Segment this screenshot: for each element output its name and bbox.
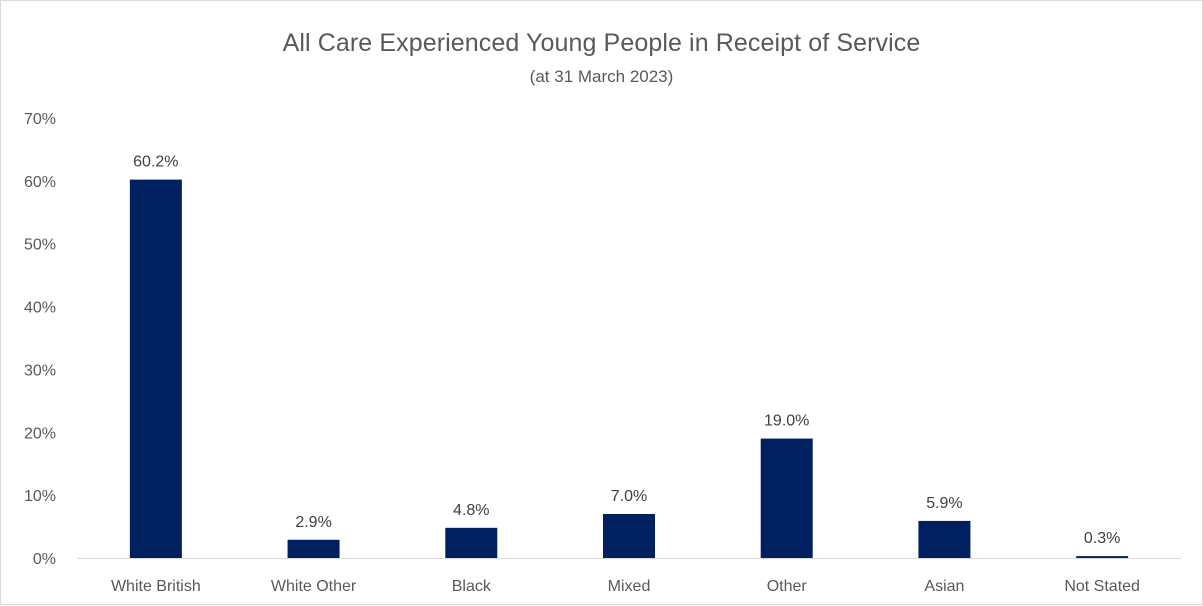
bar	[287, 539, 340, 558]
x-tick-label: Mixed	[608, 578, 651, 595]
x-axis: White British White Other Black Mixed Other A…	[111, 578, 1140, 595]
bar	[129, 179, 182, 558]
data-label: 19.0%	[764, 413, 809, 430]
x-tick-label: Black	[452, 578, 492, 595]
data-labels: 60.2% 2.9% 4.8% 7.0% 19.0% 5.9% 0.3%	[133, 154, 1120, 548]
x-tick-label: Asian	[924, 578, 964, 595]
data-label: 5.9%	[926, 495, 962, 512]
y-tick-label: 10%	[24, 488, 56, 505]
x-tick-label: Not Stated	[1064, 578, 1140, 595]
y-tick-label: 30%	[24, 362, 56, 379]
data-label: 7.0%	[611, 488, 647, 505]
bar	[1076, 556, 1129, 558]
y-tick-label: 0%	[33, 551, 56, 568]
data-label: 2.9%	[295, 514, 331, 531]
bar	[603, 514, 655, 558]
bar	[918, 520, 971, 558]
y-axis: 0% 10% 20% 30% 40% 50% 60% 70%	[24, 111, 56, 568]
x-tick-label: White British	[111, 578, 201, 595]
y-tick-label: 70%	[24, 111, 56, 128]
data-label: 4.8%	[453, 502, 489, 519]
data-label: 60.2%	[133, 154, 178, 171]
chart-subtitle: (at 31 March 2023)	[529, 67, 674, 86]
chart-title: All Care Experienced Young People in Rec…	[282, 29, 921, 57]
x-tick-label: Other	[767, 578, 808, 595]
y-tick-label: 60%	[24, 174, 56, 191]
y-tick-label: 50%	[24, 237, 56, 254]
x-tick-label: White Other	[271, 578, 357, 595]
bar	[445, 527, 498, 558]
y-tick-label: 20%	[24, 425, 56, 442]
bar	[760, 438, 813, 558]
bar-series	[129, 179, 1129, 558]
y-tick-label: 40%	[24, 300, 56, 317]
data-label: 0.3%	[1084, 530, 1120, 547]
